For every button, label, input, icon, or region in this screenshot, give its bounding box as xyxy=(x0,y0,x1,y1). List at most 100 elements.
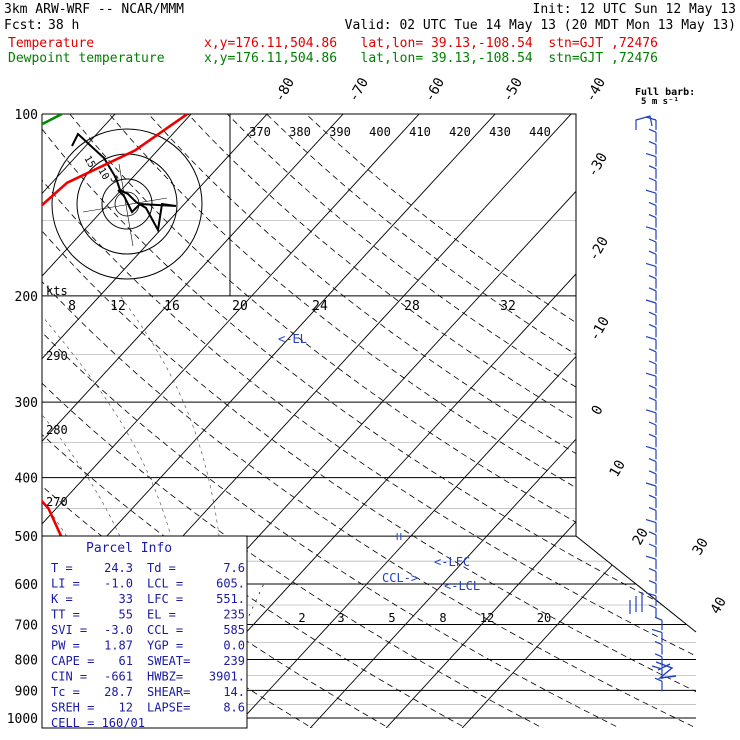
isotherm-line xyxy=(42,114,357,728)
wind-barb-flag xyxy=(648,494,657,499)
wind-barb-flag xyxy=(645,592,657,597)
init-time: Init: 12 UTC Sun 12 May 13 xyxy=(532,2,737,17)
parcel-value: -1.0 xyxy=(104,577,133,591)
wind-barb-flag xyxy=(648,165,657,170)
parcel-value: -3.0 xyxy=(104,623,133,637)
pressure-tick-label: 200 xyxy=(15,290,38,305)
temperature-station-info: x,y=176.11,504.86 lat,lon= 39.13,-108.54… xyxy=(204,36,658,51)
hodograph-speed-label: 32 xyxy=(500,299,516,314)
wind-barb-flag xyxy=(648,506,657,511)
wind-barb-flag xyxy=(648,543,657,548)
wind-barb-flag xyxy=(648,177,657,182)
wind-barb-flag xyxy=(645,372,657,377)
valid-time: Valid: 02 UTC Tue 14 May 13 (20 MDT Mon … xyxy=(344,18,736,33)
barb-legend-unit: 5 m s⁻¹ xyxy=(641,97,679,107)
hodograph-ring xyxy=(51,128,203,280)
parcel-value: 33 xyxy=(119,592,133,606)
pressure-tick-label: 400 xyxy=(15,472,38,487)
wind-barb-flag xyxy=(645,555,657,560)
annotation-label: CCL-> xyxy=(382,571,418,585)
parcel-value: 28.7 xyxy=(104,685,133,699)
isotherm-line xyxy=(42,114,433,728)
hodograph-axis xyxy=(118,163,134,247)
isotherm-line xyxy=(42,114,281,728)
wind-barb-flag xyxy=(645,409,657,414)
dry-adiabat xyxy=(187,114,696,728)
temperature-tick-label: 0 xyxy=(589,403,607,418)
parcel-value: 605. xyxy=(216,577,245,591)
parcel-value: 12 xyxy=(119,701,133,715)
hodograph-trace xyxy=(71,132,177,234)
pressure-tick-label: 900 xyxy=(15,684,38,699)
wind-barb-flag xyxy=(648,470,657,475)
temperature-legend: Temperature xyxy=(8,36,95,51)
temperature-tick-label: -20 xyxy=(586,234,613,264)
theta-label: 390 xyxy=(329,125,351,139)
parcel-value: 235 xyxy=(223,608,245,622)
annotation-marker: H xyxy=(396,532,402,543)
wind-barb-flag xyxy=(654,641,663,646)
mixing-ratio-label: 2 xyxy=(298,611,305,625)
wind-barb-flag xyxy=(648,201,657,206)
wind-barb-flag xyxy=(654,653,663,658)
wind-barb-flag xyxy=(648,140,657,145)
parcel-label: LI = xyxy=(51,577,80,591)
parcel-label: T = xyxy=(51,561,73,575)
annotation-label: <-EL xyxy=(278,332,307,346)
isotherm-line xyxy=(42,114,509,728)
parcel-label: YGP = xyxy=(147,639,183,653)
wind-barb-flag xyxy=(648,604,657,609)
parcel-label: HWBZ= xyxy=(147,670,183,684)
wind-barb-flag xyxy=(645,482,657,487)
wind-barb-flag xyxy=(645,336,657,341)
theta-label: 270 xyxy=(46,495,68,509)
wind-barb-flag xyxy=(648,397,657,402)
wind-barb-flag xyxy=(645,226,657,231)
wind-barb-flag xyxy=(648,250,657,255)
parcel-value: 61 xyxy=(119,654,133,668)
pressure-tick-label: 500 xyxy=(15,530,38,545)
dry-adiabat xyxy=(227,114,696,728)
wind-barb-flag xyxy=(648,421,657,426)
forecast-label: Fcst: xyxy=(4,18,44,33)
dewpoint-legend: Dewpoint temperature xyxy=(8,51,165,66)
annotation-label: <-LCL xyxy=(444,579,480,593)
wind-barb-flag xyxy=(648,458,657,463)
parcel-label: SHEAR= xyxy=(147,685,190,699)
parcel-label: LCL = xyxy=(147,577,183,591)
wind-barb-flag xyxy=(645,519,657,524)
temperature-tick-label: 40 xyxy=(708,594,730,617)
parcel-value: 585 xyxy=(223,623,245,637)
hodograph-speed-label: 20 xyxy=(232,299,248,314)
dry-adiabat xyxy=(266,114,696,728)
wind-barb xyxy=(655,661,677,679)
wind-barb-flag xyxy=(648,128,657,133)
hodograph-ring-label: 5 xyxy=(107,174,120,185)
parcel-panel-bg xyxy=(41,535,248,729)
parcel-value: 55 xyxy=(119,608,133,622)
parcel-value: 551. xyxy=(216,592,245,606)
wind-barb-flag xyxy=(648,275,657,280)
isotherm-line xyxy=(222,114,696,728)
parcel-value: 3901. xyxy=(209,670,245,684)
parcel-label: TT = xyxy=(51,608,80,622)
dry-adiabat xyxy=(305,114,696,728)
isotherm-line xyxy=(374,114,696,728)
parcel-label: LFC = xyxy=(147,592,183,606)
wind-barb-flag xyxy=(645,299,657,304)
parcel-label: SWEAT= xyxy=(147,654,190,668)
theta-label: 380 xyxy=(289,125,311,139)
temperature-tick-label: -60 xyxy=(422,75,449,105)
theta-label: 290 xyxy=(46,349,68,363)
theta-label: 370 xyxy=(249,125,271,139)
moist-adiabat xyxy=(0,296,15,718)
parcel-label: K = xyxy=(51,592,73,606)
wind-barb-flag xyxy=(645,445,657,450)
wind-barbs: Full barb:5 m s⁻¹ xyxy=(629,87,695,692)
parcel-label: EL = xyxy=(147,608,176,622)
hodograph-speed-label: 24 xyxy=(312,299,328,314)
parcel-value: -661 xyxy=(104,670,133,684)
theta-label: 410 xyxy=(409,125,431,139)
